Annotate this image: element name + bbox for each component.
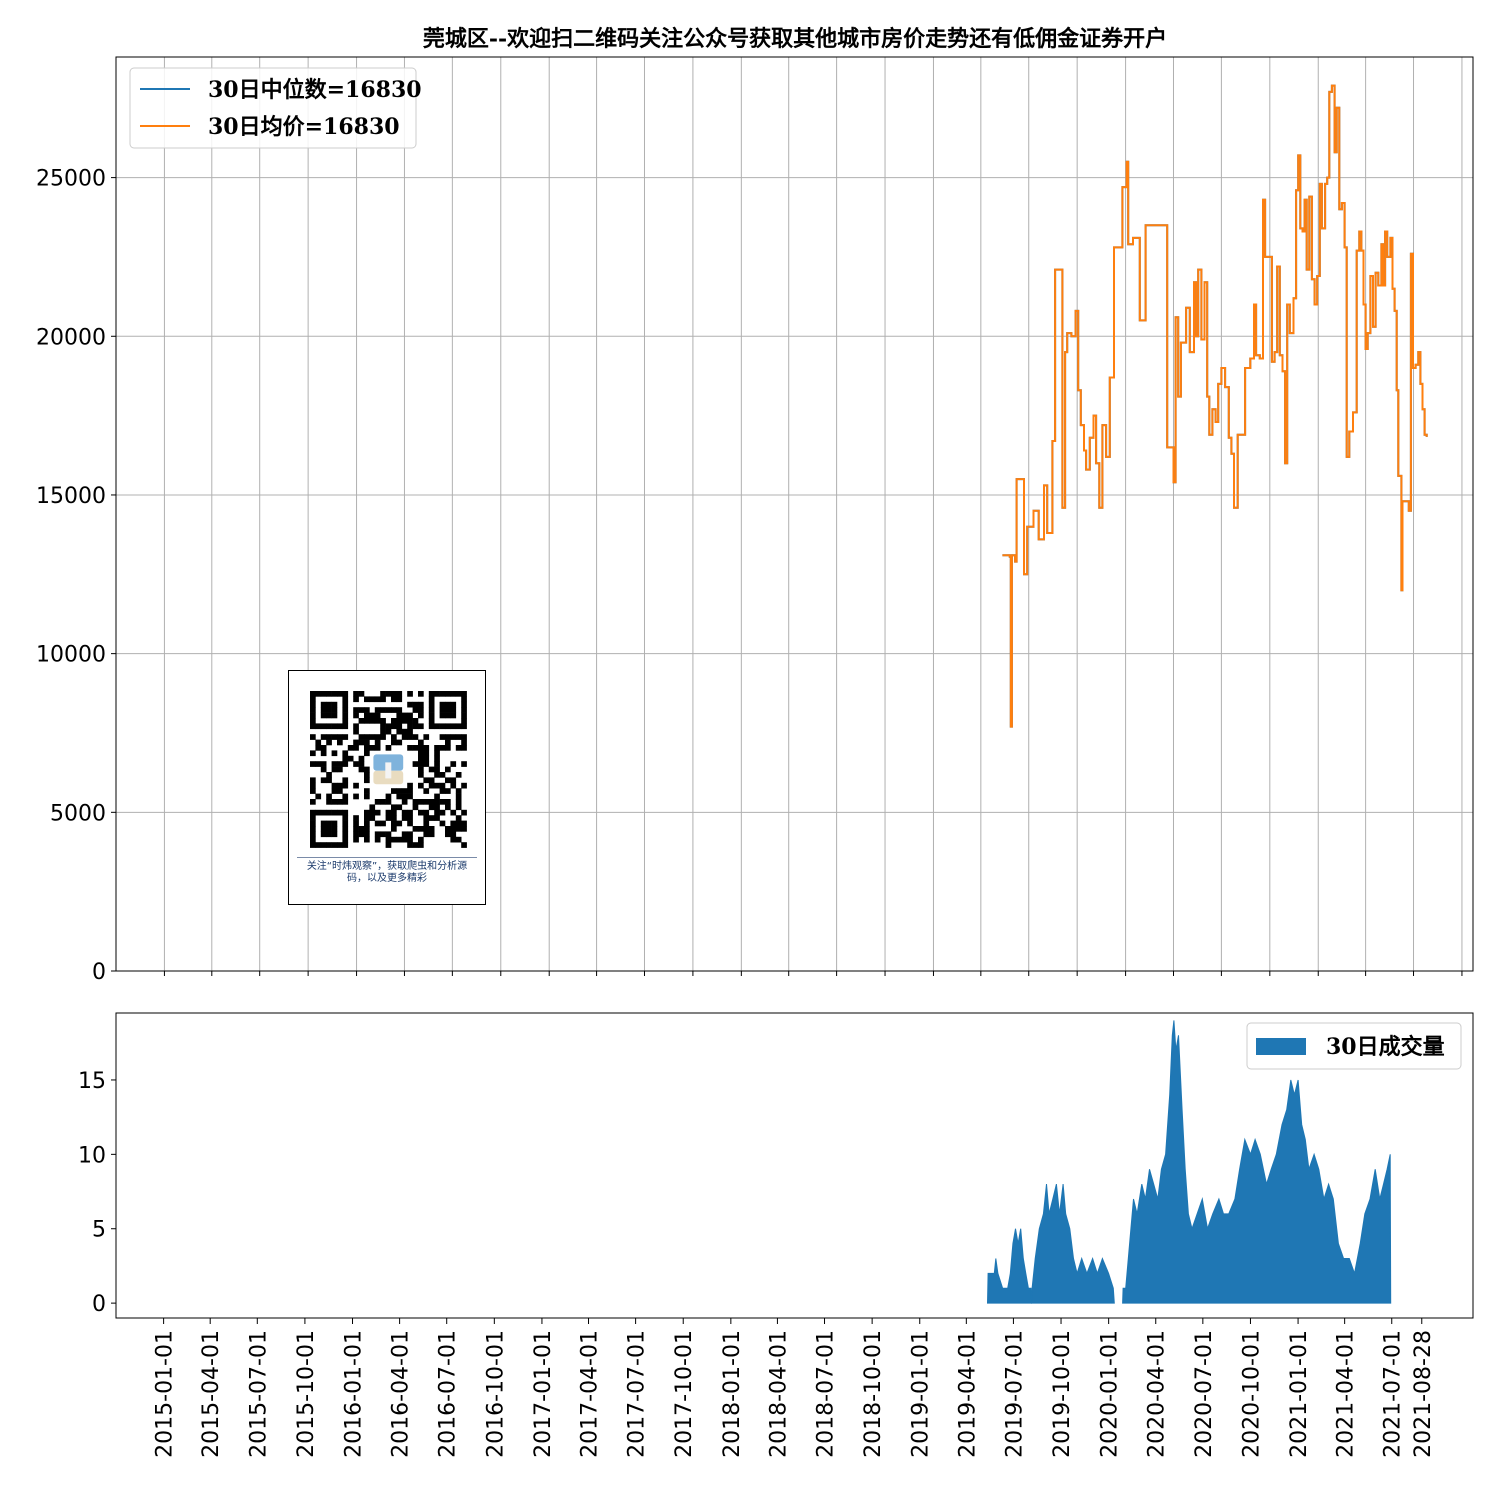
bottom-x-tick-label: 2015-07-01 bbox=[246, 1330, 271, 1458]
qr-code-icon bbox=[310, 691, 467, 848]
bottom-volume-area bbox=[986, 1020, 1392, 1304]
bottom-legend: 30日成交量 bbox=[1246, 1022, 1462, 1070]
bottom-x-tick-label: 2020-07-01 bbox=[1192, 1330, 1217, 1458]
bottom-x-tick-label: 2019-07-01 bbox=[1002, 1330, 1027, 1458]
legend-median-label: 30日中位数=16830 bbox=[208, 77, 422, 103]
bottom-x-tick-label: 2018-07-01 bbox=[814, 1330, 839, 1458]
top-y-tick-label: 20000 bbox=[36, 325, 106, 350]
bottom-x-tick-label: 2021-08-28 bbox=[1411, 1330, 1436, 1458]
bottom-x-tick-label: 2016-04-01 bbox=[389, 1330, 414, 1458]
bottom-x-tick-label: 2019-04-01 bbox=[955, 1330, 980, 1458]
bottom-x-tick-label: 2015-01-01 bbox=[153, 1330, 178, 1458]
bottom-y-axis: 0 5 10 15 bbox=[78, 1069, 116, 1317]
bottom-x-axis: 2015-01-01 2015-04-01 2015-07-01 2015-10-01… bbox=[153, 1318, 1436, 1458]
top-legend: 30日中位数=16830 30日均价=16830 bbox=[129, 67, 422, 149]
bottom-y-tick-label: 15 bbox=[78, 1069, 106, 1094]
top-series-lines bbox=[1002, 84, 1428, 728]
bottom-plot-frame bbox=[115, 1012, 1474, 1319]
bottom-x-tick-label: 2019-01-01 bbox=[909, 1330, 934, 1458]
bottom-x-tick-label: 2020-01-01 bbox=[1098, 1330, 1123, 1458]
bottom-x-tick-label: 2020-10-01 bbox=[1239, 1330, 1264, 1458]
top-y-tick-label: 10000 bbox=[36, 643, 106, 668]
volume-area-segment bbox=[1122, 1020, 1392, 1304]
top-x-tick-marks bbox=[163, 971, 1463, 976]
qr-code-card: 关注“时炜观察”，获取爬虫和分析源码，以及更多精彩 bbox=[288, 670, 486, 905]
bottom-x-tick-label: 2021-07-01 bbox=[1381, 1330, 1406, 1458]
bottom-x-tick-label: 2016-07-01 bbox=[436, 1330, 461, 1458]
bottom-y-tick-label: 5 bbox=[92, 1218, 106, 1243]
qr-caption: 关注“时炜观察”，获取爬虫和分析源码，以及更多精彩 bbox=[297, 857, 477, 885]
bottom-x-tick-label: 2021-04-01 bbox=[1334, 1330, 1359, 1458]
legend-mean-label: 30日均价=16830 bbox=[208, 114, 400, 140]
legend-volume-label: 30日成交量 bbox=[1326, 1034, 1445, 1060]
bottom-x-tick-label: 2021-01-01 bbox=[1287, 1330, 1312, 1458]
chart-title: 莞城区--欢迎扫二维码关注公众号获取其他城市房价走势还有低佣金证券开户 bbox=[423, 26, 1167, 52]
bottom-x-tick-label: 2015-10-01 bbox=[294, 1330, 319, 1458]
bottom-x-tick-label: 2017-07-01 bbox=[625, 1330, 650, 1458]
bottom-x-tick-label: 2017-04-01 bbox=[578, 1330, 603, 1458]
top-y-tick-label: 15000 bbox=[36, 484, 106, 509]
bottom-x-tick-label: 2018-04-01 bbox=[766, 1330, 791, 1458]
top-y-axis: 0 5000 10000 15000 20000 25000 bbox=[36, 167, 116, 985]
top-y-tick-label: 0 bbox=[92, 960, 106, 985]
top-plot-frame bbox=[115, 56, 1474, 972]
bottom-x-tick-label: 2017-01-01 bbox=[531, 1330, 556, 1458]
bottom-x-tick-label: 2017-10-01 bbox=[672, 1330, 697, 1458]
bottom-x-tick-label: 2016-01-01 bbox=[342, 1330, 367, 1458]
bottom-x-tick-label: 2016-10-01 bbox=[483, 1330, 508, 1458]
bottom-x-tick-label: 2015-04-01 bbox=[199, 1330, 224, 1458]
bottom-x-tick-label: 2020-04-01 bbox=[1145, 1330, 1170, 1458]
bottom-x-tick-label: 2018-01-01 bbox=[720, 1330, 745, 1458]
volume-area-segment bbox=[1030, 1183, 1115, 1304]
bottom-x-tick-label: 2018-10-01 bbox=[861, 1330, 886, 1458]
top-y-tick-label: 25000 bbox=[36, 167, 106, 192]
mean-series-line bbox=[1002, 84, 1428, 728]
bottom-x-tick-label: 2019-10-01 bbox=[1050, 1330, 1075, 1458]
volume-area-segment bbox=[986, 1228, 1033, 1304]
bottom-y-tick-label: 10 bbox=[78, 1143, 106, 1168]
top-y-tick-label: 5000 bbox=[50, 801, 106, 826]
legend-volume-swatch bbox=[1256, 1038, 1306, 1055]
bottom-y-tick-label: 0 bbox=[92, 1292, 106, 1317]
